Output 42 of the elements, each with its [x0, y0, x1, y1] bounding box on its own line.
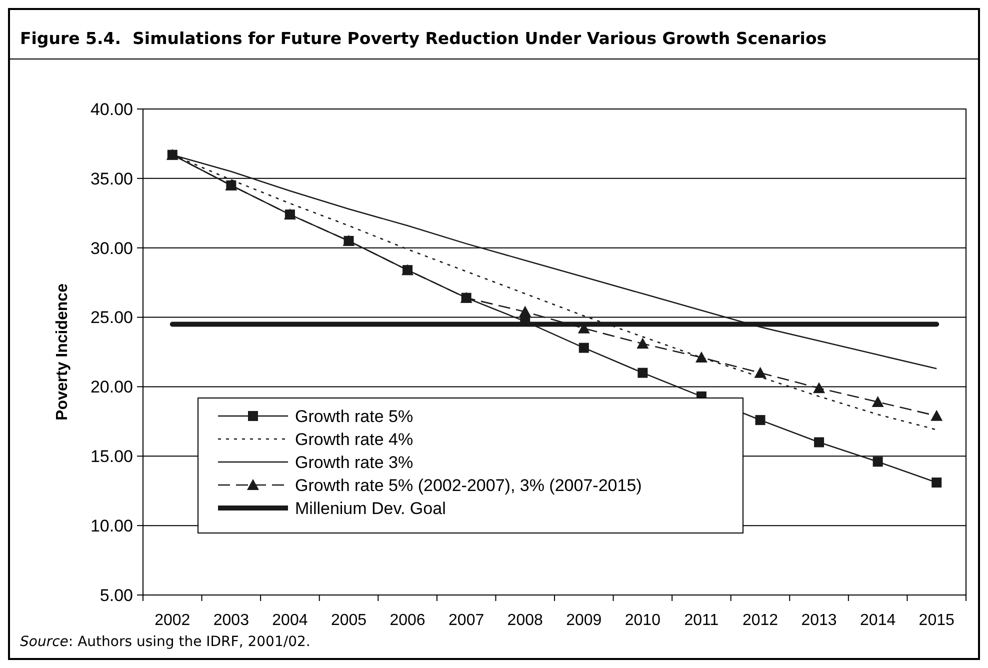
x-tick-label: 2004: [272, 612, 308, 629]
y-tick-label: 40.00: [90, 100, 133, 119]
source-note: Source: Authors using the IDRF, 2001/02.: [20, 634, 310, 650]
point: [930, 410, 943, 421]
point: [519, 306, 532, 317]
legend-label: Growth rate 3%: [295, 452, 414, 472]
point: [578, 342, 589, 353]
legend-label: Growth rate 5%: [295, 406, 414, 426]
x-tick-label: 2005: [330, 612, 367, 629]
chart-title: Figure 5.4. Simulations for Future Poverty Reduction Under Various Growth Scenarios: [20, 29, 827, 48]
x-tick-label: 2006: [390, 612, 426, 629]
y-tick-label: 15.00: [90, 447, 133, 466]
legend-label: Growth rate 5% (2002-2007), 3% (2007-2015): [295, 476, 642, 495]
point: [755, 415, 766, 426]
x-tick-label: 2013: [801, 612, 837, 629]
x-tick-label: 2009: [566, 612, 602, 629]
point: [872, 396, 884, 407]
x-tick-label: 2012: [742, 612, 778, 629]
point: [636, 338, 649, 349]
point: [814, 437, 824, 448]
y-tick-label: 35.00: [90, 169, 133, 188]
x-tick-label: 2002: [154, 612, 190, 629]
x-tick-label: 2008: [507, 612, 544, 629]
x-tick-label: 2010: [624, 612, 661, 629]
x-tick-label: 2014: [860, 612, 896, 629]
point: [813, 382, 826, 394]
x-tick-label: 2003: [213, 612, 250, 629]
y-tick-label: 5.00: [100, 586, 133, 605]
legend-label: Millenium Dev. Goal: [295, 498, 446, 518]
point: [638, 368, 648, 378]
y-tick-label: 25.00: [90, 308, 133, 328]
legend-label: Growth rate 4%: [295, 430, 414, 449]
point: [932, 478, 942, 488]
x-tick-label: 2015: [918, 612, 955, 629]
y-tick-label: 30.00: [90, 238, 133, 258]
y-tick-label: 20.00: [90, 378, 133, 397]
y-tick-label: 10.00: [90, 516, 133, 536]
x-tick-label: 2011: [684, 612, 719, 629]
point: [754, 366, 766, 378]
x-tick-label: 2007: [448, 612, 484, 629]
y-axis-title: Poverty Incidence: [54, 283, 71, 420]
point: [872, 456, 883, 467]
